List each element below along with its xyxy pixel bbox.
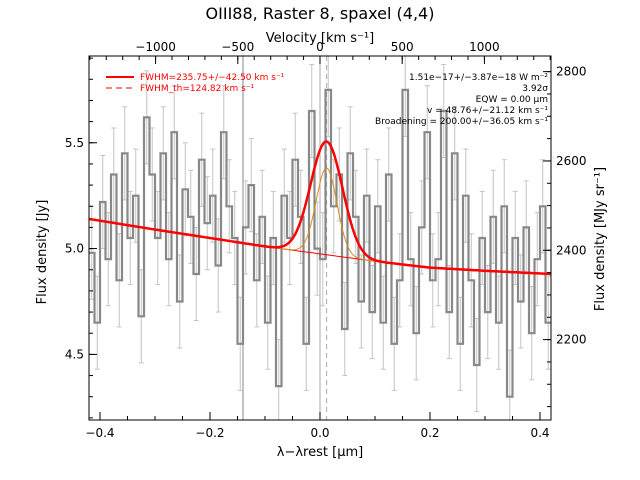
x-tick-label: 0.4	[530, 426, 549, 440]
annotation-broadening: Broadening = 200.00+/−36.05 km s⁻¹	[375, 117, 548, 127]
y-axis-label-right: Flux density [MJy sr⁻¹]	[593, 167, 608, 311]
y-tick-label: 5.5	[65, 136, 84, 150]
annotations-group: 1.51e−17+/−3.87e−18 W m⁻² 3.92σ EQW = 0.…	[375, 73, 548, 127]
y-axis-label-left: Flux density [Jy]	[35, 200, 50, 305]
y2-tick-label: 2200	[556, 333, 587, 347]
legend-label-fwhm-th: FWHM_th=124.82 km s⁻¹	[140, 84, 255, 94]
legend: FWHM=235.75+/−42.50 km s⁻¹ FWHM_th=124.8…	[106, 73, 285, 94]
annotation-velocity: v = 48.76+/−21.12 km s⁻¹	[427, 106, 548, 116]
top-tick-label: −1000	[135, 40, 176, 54]
x-tick-label: −0.2	[195, 426, 224, 440]
annotation-flux: 1.51e−17+/−3.87e−18 W m⁻²	[409, 73, 548, 83]
y2-tick-label: 2800	[556, 65, 587, 79]
top-axis-label: Velocity [km s⁻¹]	[266, 31, 374, 46]
top-tick-label: −500	[221, 40, 254, 54]
annotation-sigma: 3.92σ	[522, 84, 548, 94]
y-tick-label: 4.5	[65, 347, 84, 361]
top-tick-label: 500	[391, 40, 414, 54]
top-tick-label: 1000	[469, 40, 500, 54]
total-fit-line	[88, 140, 552, 276]
y-tick-label: 5.0	[65, 242, 84, 256]
chart-title: OIII88, Raster 8, spaxel (4,4)	[206, 4, 435, 23]
y2-tick-label: 2400	[556, 243, 587, 257]
plot-lines-group	[88, 55, 552, 421]
legend-label-fwhm: FWHM=235.75+/−42.50 km s⁻¹	[140, 73, 285, 83]
x-tick-label: −0.4	[85, 426, 114, 440]
x-axis-label: λ−λrest [μm]	[277, 445, 363, 460]
y2-tick-label: 2600	[556, 154, 587, 168]
x-tick-label: 0.2	[420, 426, 439, 440]
annotation-eqw: EQW = 0.00 μm	[476, 95, 548, 105]
tick-labels-group: −0.4 −0.2 0.0 0.2 0.4 −1000 −500 0 500 1000 4.5 5.0…	[65, 40, 587, 440]
top-tick-label: 0	[316, 40, 324, 54]
tick-marks-group	[89, 56, 551, 420]
x-tick-label: 0.0	[310, 426, 329, 440]
